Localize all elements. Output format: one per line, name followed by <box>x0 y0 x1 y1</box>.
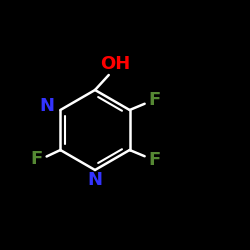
Text: N: N <box>88 171 102 189</box>
Text: F: F <box>148 151 161 169</box>
Text: F: F <box>148 91 161 109</box>
Text: F: F <box>30 150 43 168</box>
Text: OH: OH <box>100 55 130 73</box>
Text: N: N <box>39 97 54 115</box>
